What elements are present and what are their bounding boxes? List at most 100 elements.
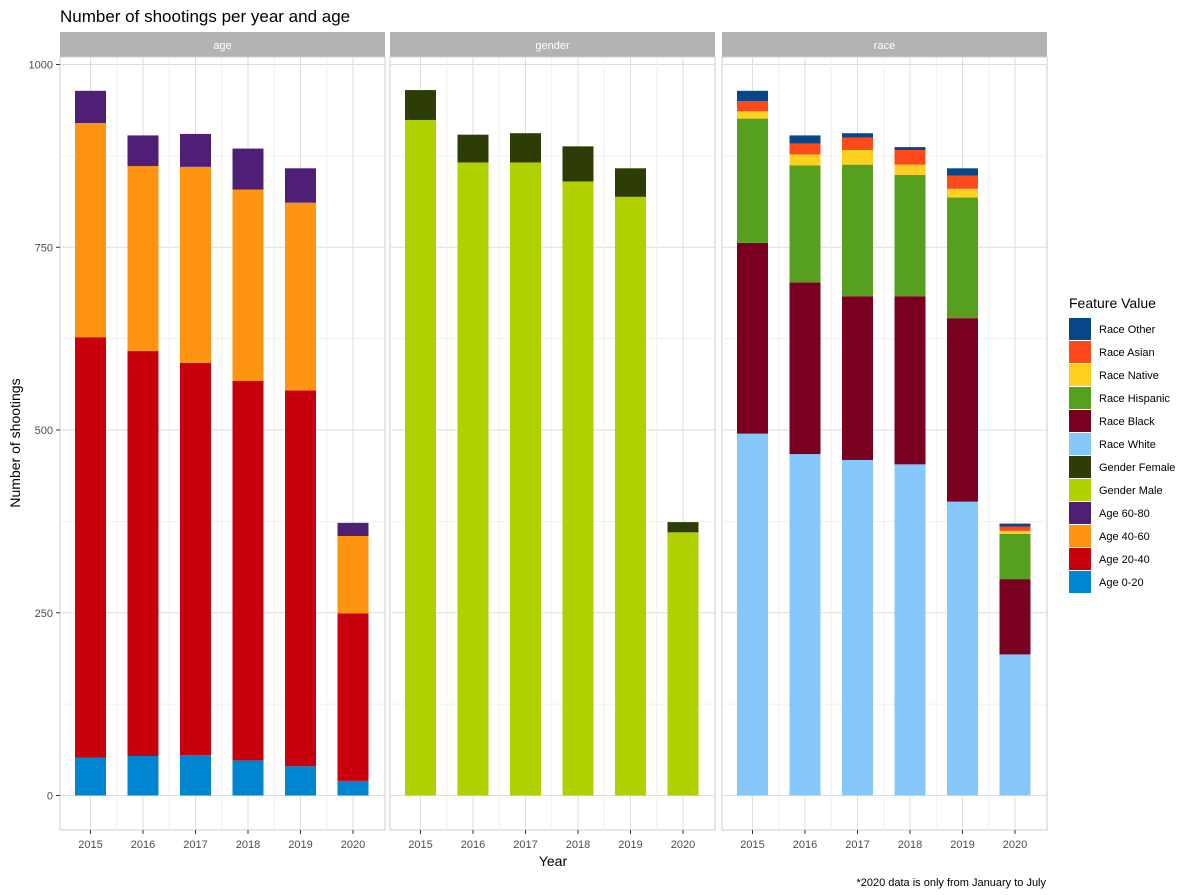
legend-key [1069, 525, 1091, 547]
bar-segment [405, 120, 436, 796]
facet-strip-label: age [213, 40, 231, 52]
x-tick-label: 2020 [671, 839, 695, 851]
bar-segment [894, 174, 926, 297]
bar-segment [999, 533, 1031, 580]
legend-key [1069, 387, 1091, 409]
bar-segment [285, 390, 316, 767]
bar-segment [894, 464, 926, 796]
bar-segment [285, 202, 316, 391]
x-tick-label: 2019 [288, 839, 312, 851]
x-tick-label: 2020 [1003, 839, 1027, 851]
bar-segment [337, 535, 369, 614]
bar-segment [789, 154, 821, 166]
bar-segment [337, 522, 369, 536]
x-tick-label: 2018 [898, 839, 922, 851]
x-tick-label: 2016 [131, 839, 155, 851]
bar-segment [285, 168, 316, 203]
bar-segment [180, 362, 211, 756]
bar-segment [999, 654, 1031, 796]
bar-segment [232, 381, 264, 761]
legend-label: Race Hispanic [1099, 393, 1170, 405]
x-tick-label: 2019 [618, 839, 642, 851]
bar-segment [737, 242, 768, 434]
y-tick-label: 250 [35, 608, 53, 620]
y-axis-title: Number of shootings [7, 378, 23, 507]
legend-label: Age 20-40 [1099, 554, 1150, 566]
bar-segment [947, 318, 978, 502]
bar-segment [947, 197, 978, 319]
facet-strip-label: gender [535, 40, 570, 52]
x-tick-label: 2016 [793, 839, 817, 851]
legend: Feature Value Race Other Race Asian Race N… [1069, 295, 1175, 593]
caption: *2020 data is only from January to July [856, 877, 1046, 889]
legend-key [1069, 502, 1091, 524]
bar-segment [737, 101, 768, 112]
legend-key [1069, 341, 1091, 363]
x-tick-label: 2015 [78, 839, 102, 851]
y-tick-label: 750 [35, 242, 53, 254]
x-axis-title: Year [539, 853, 568, 869]
legend-label: Age 60-80 [1099, 508, 1150, 520]
legend-key [1069, 479, 1091, 501]
bar-segment [405, 90, 436, 121]
bar-segment [789, 454, 821, 796]
bar-segment [999, 526, 1031, 531]
y-tick-label: 500 [35, 425, 53, 437]
legend-title: Feature Value [1069, 295, 1156, 311]
bar-segment [127, 351, 159, 757]
legend-label: Age 0-20 [1099, 577, 1144, 589]
x-tick-label: 2020 [341, 839, 365, 851]
bar-segment [232, 148, 264, 190]
bar-segment [894, 150, 926, 165]
panel-background [389, 56, 716, 831]
facet-strip [722, 32, 1047, 57]
bar-segment [789, 135, 821, 144]
bar-segment [842, 137, 873, 151]
facet-strip [390, 32, 715, 57]
facet-panels: age 2015 2016 2017 2018 2019 2020 gender 2015 201… [59, 32, 1048, 851]
panel-background [721, 56, 1048, 831]
bar-segment [947, 188, 978, 198]
legend-key [1069, 433, 1091, 455]
bar-segment [127, 135, 159, 167]
chart-title: Number of shootings per year and age [60, 7, 350, 26]
bar-segment [127, 166, 159, 352]
bar-segment [737, 90, 768, 102]
bar-segment [75, 90, 106, 123]
bar-segment [894, 147, 926, 151]
y-tick-label: 0 [47, 791, 53, 803]
bar-segment [337, 613, 369, 781]
legend-key [1069, 364, 1091, 386]
bar-segment [842, 133, 873, 138]
bar-segment [842, 150, 873, 165]
bar-segment [667, 532, 699, 796]
bar-segment [232, 189, 264, 382]
bar-segment [615, 168, 646, 197]
bar-segment [180, 755, 211, 796]
bar-segment [180, 133, 211, 167]
legend-label: Race Black [1099, 416, 1155, 428]
bar-segment [894, 164, 926, 175]
bar-segment [789, 165, 821, 283]
legend-label: Race White [1099, 439, 1156, 451]
legend-label: Race Other [1099, 324, 1156, 336]
bar-segment [457, 162, 489, 796]
bar-segment [75, 337, 106, 758]
x-tick-label: 2017 [845, 839, 869, 851]
legend-key [1069, 410, 1091, 432]
facet-panel-race: race 2015 2016 2017 2018 2019 2020 [721, 32, 1048, 851]
bar-segment [127, 756, 159, 796]
legend-key [1069, 571, 1091, 593]
bar-segment [894, 296, 926, 465]
bar-segment [615, 196, 646, 796]
x-tick-label: 2015 [740, 839, 764, 851]
x-tick-label: 2015 [408, 839, 432, 851]
bar-segment [510, 133, 541, 163]
x-tick-label: 2018 [566, 839, 590, 851]
legend-label: Race Native [1099, 370, 1159, 382]
legend-label: Race Asian [1099, 347, 1155, 359]
bar-segment [510, 162, 541, 796]
facet-strip [60, 32, 385, 57]
bar-segment [789, 282, 821, 455]
